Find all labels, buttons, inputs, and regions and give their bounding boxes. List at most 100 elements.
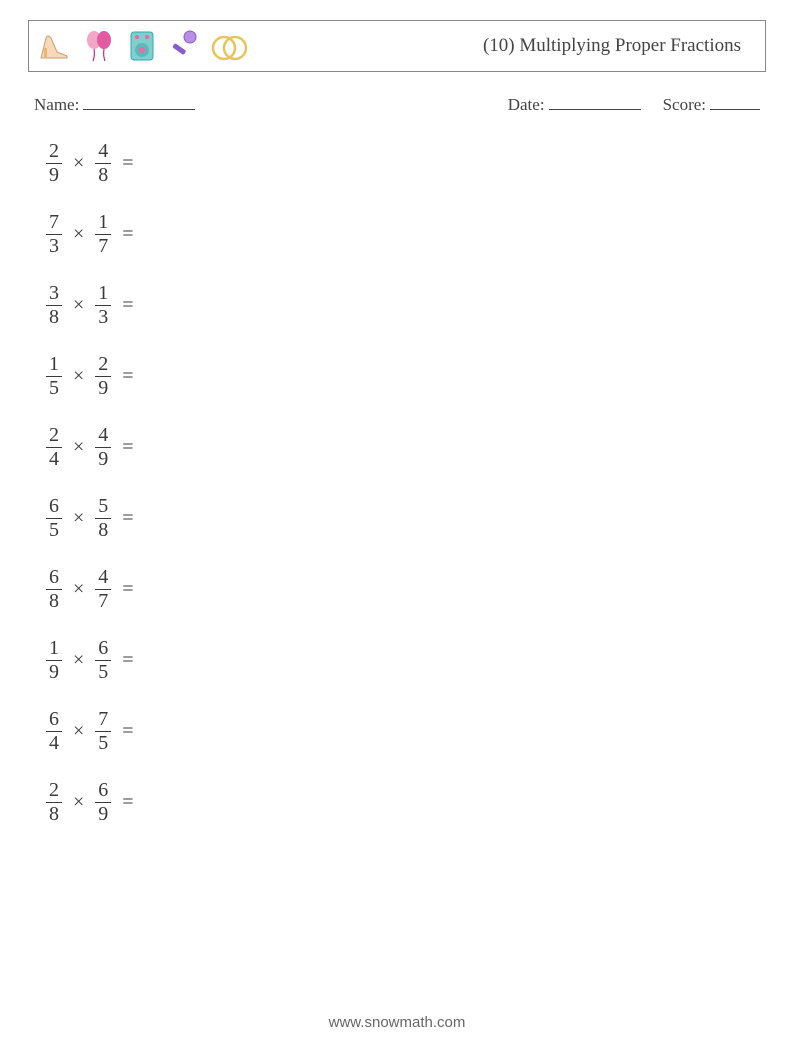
times-operator: ×: [70, 223, 87, 246]
problem-row: 29×48=: [46, 141, 766, 186]
worksheet-title: (10) Multiplying Proper Fractions: [483, 35, 751, 57]
fraction-b: 13: [95, 283, 111, 328]
fraction-b-numerator: 4: [95, 141, 111, 162]
problem-row: 24×49=: [46, 425, 766, 470]
equals-sign: =: [119, 223, 136, 246]
header-icons: [37, 28, 249, 64]
equals-sign: =: [119, 578, 136, 601]
fraction-b: 29: [95, 354, 111, 399]
fraction-a: 65: [46, 496, 62, 541]
fraction-a-numerator: 2: [46, 780, 62, 801]
fraction-a-denominator: 8: [46, 307, 62, 328]
fraction-a-numerator: 6: [46, 567, 62, 588]
fraction-b-denominator: 3: [95, 307, 111, 328]
fraction-b-numerator: 1: [95, 212, 111, 233]
name-blank[interactable]: [83, 92, 195, 110]
equals-sign: =: [119, 152, 136, 175]
fraction-b-numerator: 1: [95, 283, 111, 304]
problem-row: 64×75=: [46, 709, 766, 754]
balloons-icon: [81, 28, 117, 64]
fraction-b: 69: [95, 780, 111, 825]
fraction-a: 73: [46, 212, 62, 257]
fraction-a-numerator: 2: [46, 425, 62, 446]
microphone-icon: [167, 28, 201, 64]
fraction-a-numerator: 6: [46, 496, 62, 517]
fraction-a-numerator: 1: [46, 638, 62, 659]
fraction-a: 29: [46, 141, 62, 186]
fraction-b-denominator: 5: [95, 733, 111, 754]
problem-row: 19×65=: [46, 638, 766, 683]
equals-sign: =: [119, 294, 136, 317]
fraction-a-numerator: 6: [46, 709, 62, 730]
fraction-a: 64: [46, 709, 62, 754]
fraction-a: 24: [46, 425, 62, 470]
footer-link: www.snowmath.com: [0, 1014, 794, 1031]
equals-sign: =: [119, 365, 136, 388]
fraction-b: 49: [95, 425, 111, 470]
fraction-b: 58: [95, 496, 111, 541]
fraction-b-denominator: 9: [95, 804, 111, 825]
score-blank[interactable]: [710, 92, 760, 110]
problem-row: 15 × 29 =: [46, 354, 766, 399]
date-label: Date:: [508, 95, 545, 115]
fraction-a-denominator: 4: [46, 733, 62, 754]
fraction-b-numerator: 6: [95, 638, 111, 659]
problem-row: 38×13=: [46, 283, 766, 328]
times-operator: ×: [70, 649, 87, 672]
fraction-b-denominator: 7: [95, 236, 111, 257]
score-label: Score:: [663, 95, 706, 115]
times-operator: ×: [70, 507, 87, 530]
fraction-a-denominator: 5: [46, 520, 62, 541]
speaker-icon: [125, 28, 159, 64]
times-operator: ×: [70, 365, 87, 388]
fraction-a-denominator: 3: [46, 236, 62, 257]
fraction-b-denominator: 9: [95, 378, 111, 399]
equals-sign: =: [119, 791, 136, 814]
fraction-b-denominator: 9: [95, 449, 111, 470]
rings-icon: [209, 28, 249, 64]
fraction-a-denominator: 9: [46, 165, 62, 186]
problem-row: 28×69=: [46, 780, 766, 825]
fraction-a: 38: [46, 283, 62, 328]
fraction-b-numerator: 4: [95, 425, 111, 446]
fraction-b: 75: [95, 709, 111, 754]
date-blank[interactable]: [549, 92, 641, 110]
times-operator: ×: [70, 791, 87, 814]
equals-sign: =: [119, 649, 136, 672]
fraction-a-denominator: 8: [46, 804, 62, 825]
name-label: Name:: [34, 95, 79, 115]
problem-row: 68×47=: [46, 567, 766, 612]
equals-sign: =: [119, 507, 136, 530]
equals-sign: =: [119, 720, 136, 743]
fraction-a-denominator: 9: [46, 662, 62, 683]
times-operator: ×: [70, 578, 87, 601]
fraction-b-numerator: 4: [95, 567, 111, 588]
fraction-a: 28: [46, 780, 62, 825]
equals-sign: =: [119, 436, 136, 459]
fraction-a-numerator: 3: [46, 283, 62, 304]
fraction-b-denominator: 8: [95, 165, 111, 186]
fraction-b: 48: [95, 141, 111, 186]
meta-row: Name: Date: Score:: [28, 92, 766, 115]
fraction-a-numerator: 7: [46, 212, 62, 233]
fraction-a-denominator: 5: [46, 378, 62, 399]
fraction-b: 17: [95, 212, 111, 257]
fraction-b-numerator: 7: [95, 709, 111, 730]
shoe-icon: [37, 28, 73, 64]
fraction-b-denominator: 8: [95, 520, 111, 541]
times-operator: ×: [70, 436, 87, 459]
fraction-b-numerator: 5: [95, 496, 111, 517]
problem-row: 73×17=: [46, 212, 766, 257]
fraction-b-denominator: 7: [95, 591, 111, 612]
fraction-a: 19: [46, 638, 62, 683]
header-box: (10) Multiplying Proper Fractions: [28, 20, 766, 72]
times-operator: ×: [70, 152, 87, 175]
fraction-a: 15: [46, 354, 62, 399]
fraction-b: 65: [95, 638, 111, 683]
fraction-a-numerator: 2: [46, 141, 62, 162]
fraction-b: 47: [95, 567, 111, 612]
problem-row: 65×58=: [46, 496, 766, 541]
fraction-b-numerator: 6: [95, 780, 111, 801]
fraction-b-denominator: 5: [95, 662, 111, 683]
fraction-a: 68: [46, 567, 62, 612]
